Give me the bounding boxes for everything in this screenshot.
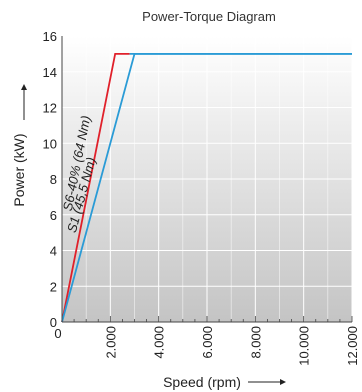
series-line-0 [61, 52, 130, 323]
y-tick-label: 10 [43, 136, 57, 151]
y-tick-label: 6 [50, 208, 57, 223]
axes [61, 36, 353, 323]
y-tick-label: 8 [50, 172, 57, 187]
x-tick-label: 2.000 [103, 326, 118, 359]
grid [62, 35, 353, 322]
y-tick-label: 0 [50, 315, 57, 330]
y-axis-label: Power (kW) [11, 133, 27, 206]
y-tick-label: 4 [50, 244, 57, 259]
x-tick-label: 4.000 [152, 326, 167, 359]
y-tick-label: 12 [43, 101, 57, 116]
x-tick-label: 8.000 [248, 326, 263, 359]
y-tick-label: 16 [43, 29, 57, 44]
x-tick-label: 6.000 [200, 326, 215, 359]
x-tick-label: 10.000 [297, 326, 312, 366]
tick-labels: 0 2 4 6 8 10 12 14 16 0 2.000 4.000 6.000 8.000 10.000… [43, 29, 360, 366]
x-tick-label: 0 [54, 326, 61, 341]
x-axis-arrow-head [280, 379, 286, 385]
x-axis-label: Speed (rpm) [163, 374, 241, 390]
chart-title: Power-Torque Diagram [142, 9, 276, 24]
y-tick-label: 2 [50, 279, 57, 294]
series-layer [61, 52, 352, 323]
y-axis-arrow-head [21, 84, 27, 90]
x-tick-label: 12.000 [345, 326, 360, 366]
y-tick-label: 14 [43, 65, 57, 80]
